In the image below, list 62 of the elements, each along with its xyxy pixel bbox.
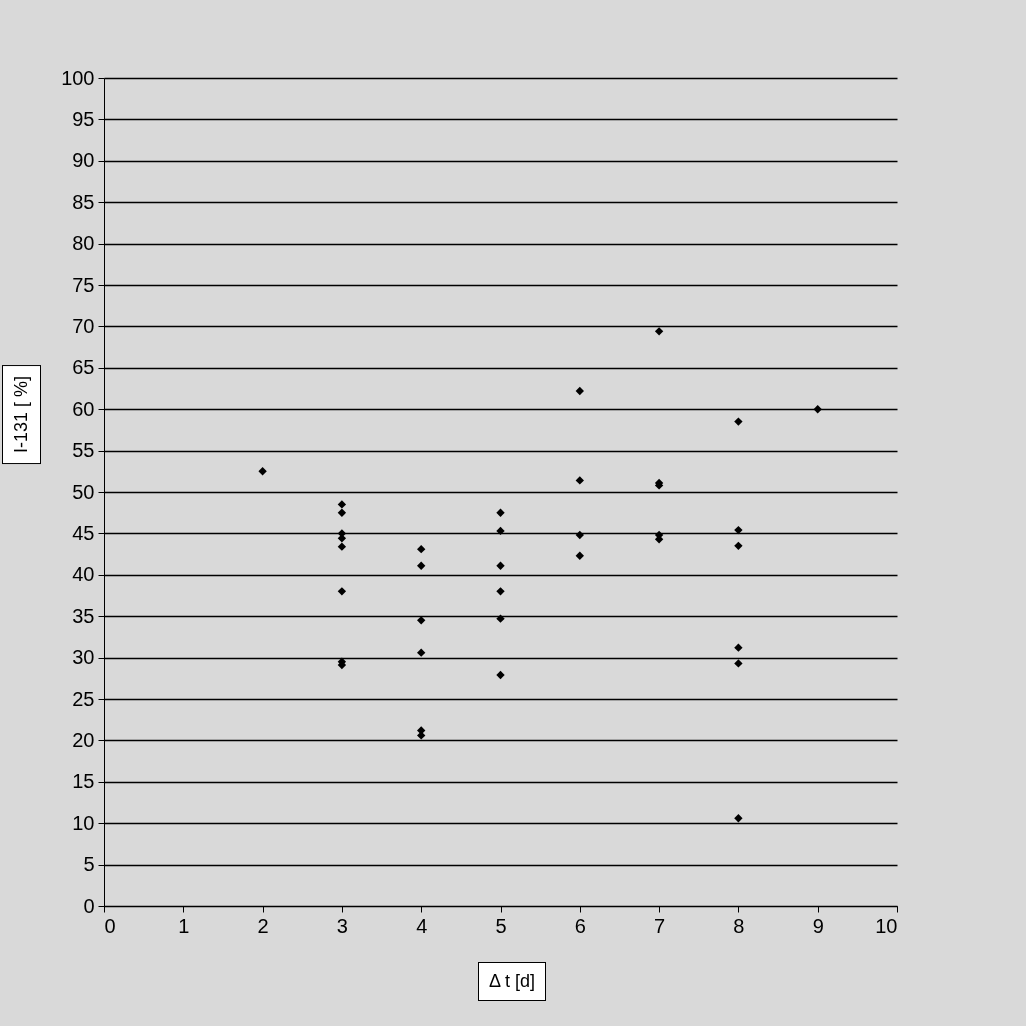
y-tick-label: 20 xyxy=(72,728,95,751)
y-tick-label: 5 xyxy=(83,853,95,876)
x-tick-label: 10 xyxy=(875,914,898,937)
point xyxy=(734,814,743,823)
point xyxy=(417,648,426,657)
x-tick-label: 3 xyxy=(336,914,348,937)
point xyxy=(417,616,426,625)
point xyxy=(575,386,584,396)
point xyxy=(496,670,505,680)
x-tick-label: 5 xyxy=(495,914,507,937)
point xyxy=(734,417,743,426)
y-tick-label: 65 xyxy=(72,356,95,379)
point xyxy=(734,643,743,652)
x-tick-label: 6 xyxy=(574,914,586,937)
point xyxy=(417,561,426,570)
point xyxy=(813,405,822,414)
point xyxy=(734,659,743,668)
point xyxy=(575,551,584,560)
point xyxy=(734,525,743,535)
y-tick-label: 10 xyxy=(72,811,95,834)
x-tick-label: 0 xyxy=(104,914,116,937)
point xyxy=(654,327,664,336)
x-tick-label: 9 xyxy=(812,914,824,937)
y-tick-label: 95 xyxy=(72,107,95,130)
point xyxy=(496,587,505,596)
y-tick-label: 60 xyxy=(72,397,95,420)
y-tick-label: 55 xyxy=(72,439,95,462)
y-tick-label: 45 xyxy=(72,521,95,544)
point xyxy=(337,500,347,509)
y-axis-title: I-131 [ %] xyxy=(2,365,41,465)
y-tick-label: 40 xyxy=(72,563,95,586)
point xyxy=(337,587,347,596)
y-tick-label: 85 xyxy=(72,190,95,213)
y-tick-label: 100 xyxy=(61,66,95,89)
y-tick-label: 15 xyxy=(72,770,95,793)
y-tick-label: 70 xyxy=(72,314,95,337)
point xyxy=(496,526,505,536)
point xyxy=(417,544,426,554)
point xyxy=(575,476,584,485)
point xyxy=(575,530,584,540)
y-tick-label: 0 xyxy=(83,894,95,917)
y-tick-label: 80 xyxy=(72,232,95,255)
point xyxy=(496,561,505,570)
point xyxy=(496,508,505,517)
x-tick-label: 7 xyxy=(654,914,666,937)
x-tick-label: 4 xyxy=(416,914,428,937)
x-tick-label: 1 xyxy=(178,914,190,937)
y-tick-label: 30 xyxy=(72,646,95,669)
x-tick-label: 2 xyxy=(257,914,269,937)
point xyxy=(337,542,347,551)
y-tick-label: 50 xyxy=(72,480,95,503)
y-tick-label: 90 xyxy=(72,149,95,172)
point xyxy=(337,508,347,517)
point xyxy=(734,541,743,550)
x-axis-title: Δ t [d] xyxy=(478,962,547,1001)
y-tick-label: 35 xyxy=(72,604,95,627)
point xyxy=(258,467,267,476)
x-tick-label: 8 xyxy=(733,914,745,937)
y-tick-label: 25 xyxy=(72,687,95,710)
point xyxy=(496,614,505,623)
y-tick-label: 75 xyxy=(72,273,95,296)
point xyxy=(337,534,347,543)
